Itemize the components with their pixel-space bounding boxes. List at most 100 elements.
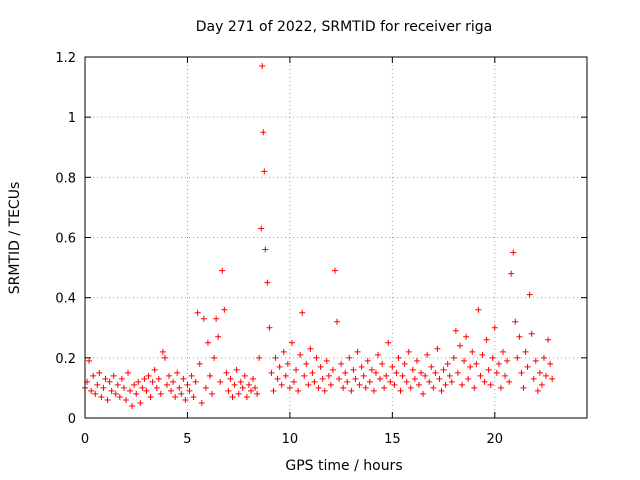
data-point [192,378,199,385]
data-point [516,333,523,340]
data-point [354,348,361,355]
data-point [368,366,375,373]
data-point [254,390,261,397]
data-point [397,387,404,394]
data-points [82,63,556,409]
data-point [213,315,220,322]
data-point [323,357,330,364]
data-point [471,384,478,391]
data-point [450,354,457,361]
data-point [209,390,216,397]
data-point [549,375,556,382]
data-point [239,384,246,391]
data-point [129,402,136,409]
data-point [268,369,275,376]
data-point [252,384,259,391]
axis-ticks: 0 0.2 0.4 0.6 0.8 1 1.2 0 5 10 15 20 [55,51,587,447]
data-point [405,348,412,355]
plot-frame [84,56,588,419]
data-point [420,390,427,397]
data-point [418,369,425,376]
data-point [547,360,554,367]
data-point [125,369,132,376]
data-point [114,381,121,388]
data-point [243,393,250,400]
data-point [258,225,265,232]
data-point [489,354,496,361]
data-point [375,351,382,358]
data-point [372,369,379,376]
data-point [502,372,509,379]
data-point [434,345,441,352]
data-point [157,390,164,397]
data-point [344,378,351,385]
data-point [520,384,527,391]
data-point [336,375,343,382]
data-point [352,375,359,382]
data-point [149,378,156,385]
data-point [506,378,513,385]
data-point [221,306,228,313]
data-point [250,375,257,382]
data-point [280,348,287,355]
data-point [274,375,281,382]
data-point [106,378,113,385]
data-point [536,369,543,376]
data-point [266,324,273,331]
data-point [286,384,293,391]
data-point [413,357,420,364]
data-point [479,351,486,358]
data-point [198,399,205,406]
y-tick-label: 0 [68,412,76,427]
data-point [364,357,371,364]
data-point [307,345,314,352]
data-point [301,372,308,379]
data-point [241,372,248,379]
data-point [456,342,463,349]
data-point [122,396,129,403]
data-point [153,384,160,391]
data-point [444,360,451,367]
data-point [200,315,207,322]
chart-title: Day 271 of 2022, SRMTID for receiver rig… [196,19,493,35]
data-point [299,309,306,316]
data-point [350,366,357,373]
data-point [360,372,367,379]
data-point [272,354,279,361]
data-point [161,354,168,361]
data-point [90,372,97,379]
data-point [98,393,105,400]
data-point [426,378,433,385]
data-point [288,339,295,346]
data-point [202,384,209,391]
data-point [514,354,521,361]
data-point [526,291,533,298]
data-point [180,375,187,382]
data-point [261,168,268,175]
data-point [366,378,373,385]
data-point [303,360,310,367]
data-point [432,369,439,376]
data-point [223,369,230,376]
data-point [133,390,140,397]
data-point [262,246,269,253]
data-point [225,387,232,394]
data-point [172,393,179,400]
data-point [348,387,355,394]
data-point [174,369,181,376]
data-point [508,270,515,277]
data-point [204,339,211,346]
data-point [237,378,244,385]
x-tick-label: 0 [81,432,89,447]
data-point [465,375,472,382]
y-tick-label: 0.4 [55,292,76,307]
data-point [483,336,490,343]
x-tick-label: 15 [384,432,401,447]
data-point [383,372,390,379]
data-point [473,360,480,367]
data-point [532,357,539,364]
data-point [522,348,529,355]
data-point [293,366,300,373]
data-point [512,318,519,325]
data-point [430,384,437,391]
